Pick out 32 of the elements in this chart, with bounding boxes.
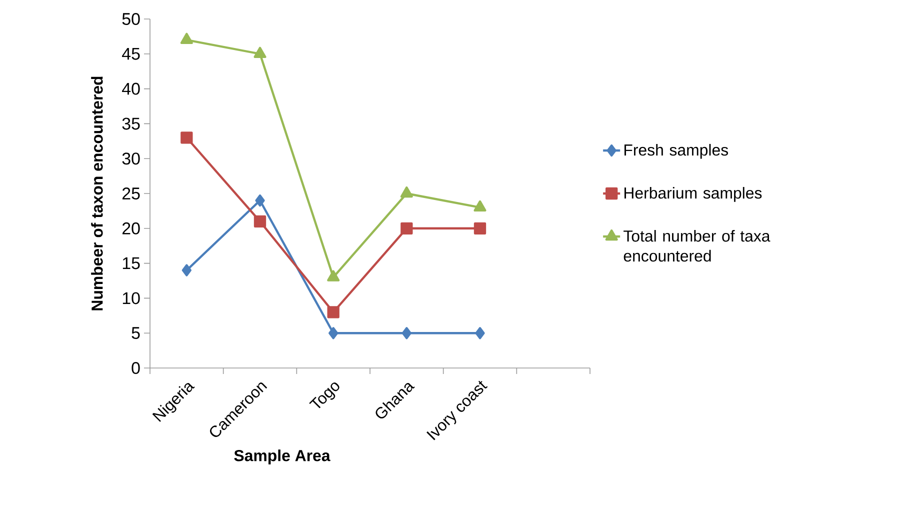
y-tick-label: 50 [122, 13, 140, 25]
y-tick-label: 20 [122, 222, 140, 234]
y-tick-label: 35 [122, 118, 140, 130]
point [475, 327, 485, 340]
x-axis-title: Sample Area [234, 450, 330, 464]
point [182, 264, 192, 276]
y-tick-label: 40 [122, 82, 140, 95]
y-tick-label: 45 [122, 48, 140, 60]
point [402, 327, 412, 340]
y-axis-title: Numbeer of taxon encountered [91, 76, 103, 310]
y-tick-label: 30 [122, 152, 140, 165]
y-tick-label: 0 [132, 362, 140, 374]
y-tick-label: 5 [132, 327, 140, 340]
point [327, 270, 340, 282]
point [400, 222, 413, 234]
point [254, 215, 266, 228]
legend-label: Fresh samples [624, 144, 728, 159]
point [474, 222, 486, 234]
point [255, 194, 265, 207]
y-tick-label: 15 [122, 257, 140, 270]
point [254, 46, 266, 58]
point [180, 32, 193, 44]
point [474, 200, 486, 212]
y-tick-label: 10 [122, 292, 140, 304]
x-tick-label: Togo [309, 382, 340, 408]
legend-label: Herbarium samples [624, 186, 762, 202]
point [327, 306, 340, 318]
point [400, 186, 413, 198]
legend-label: Total number of taxa encountered [624, 230, 770, 262]
point [328, 327, 338, 340]
y-tick-label: 25 [122, 188, 140, 200]
point [180, 132, 193, 144]
